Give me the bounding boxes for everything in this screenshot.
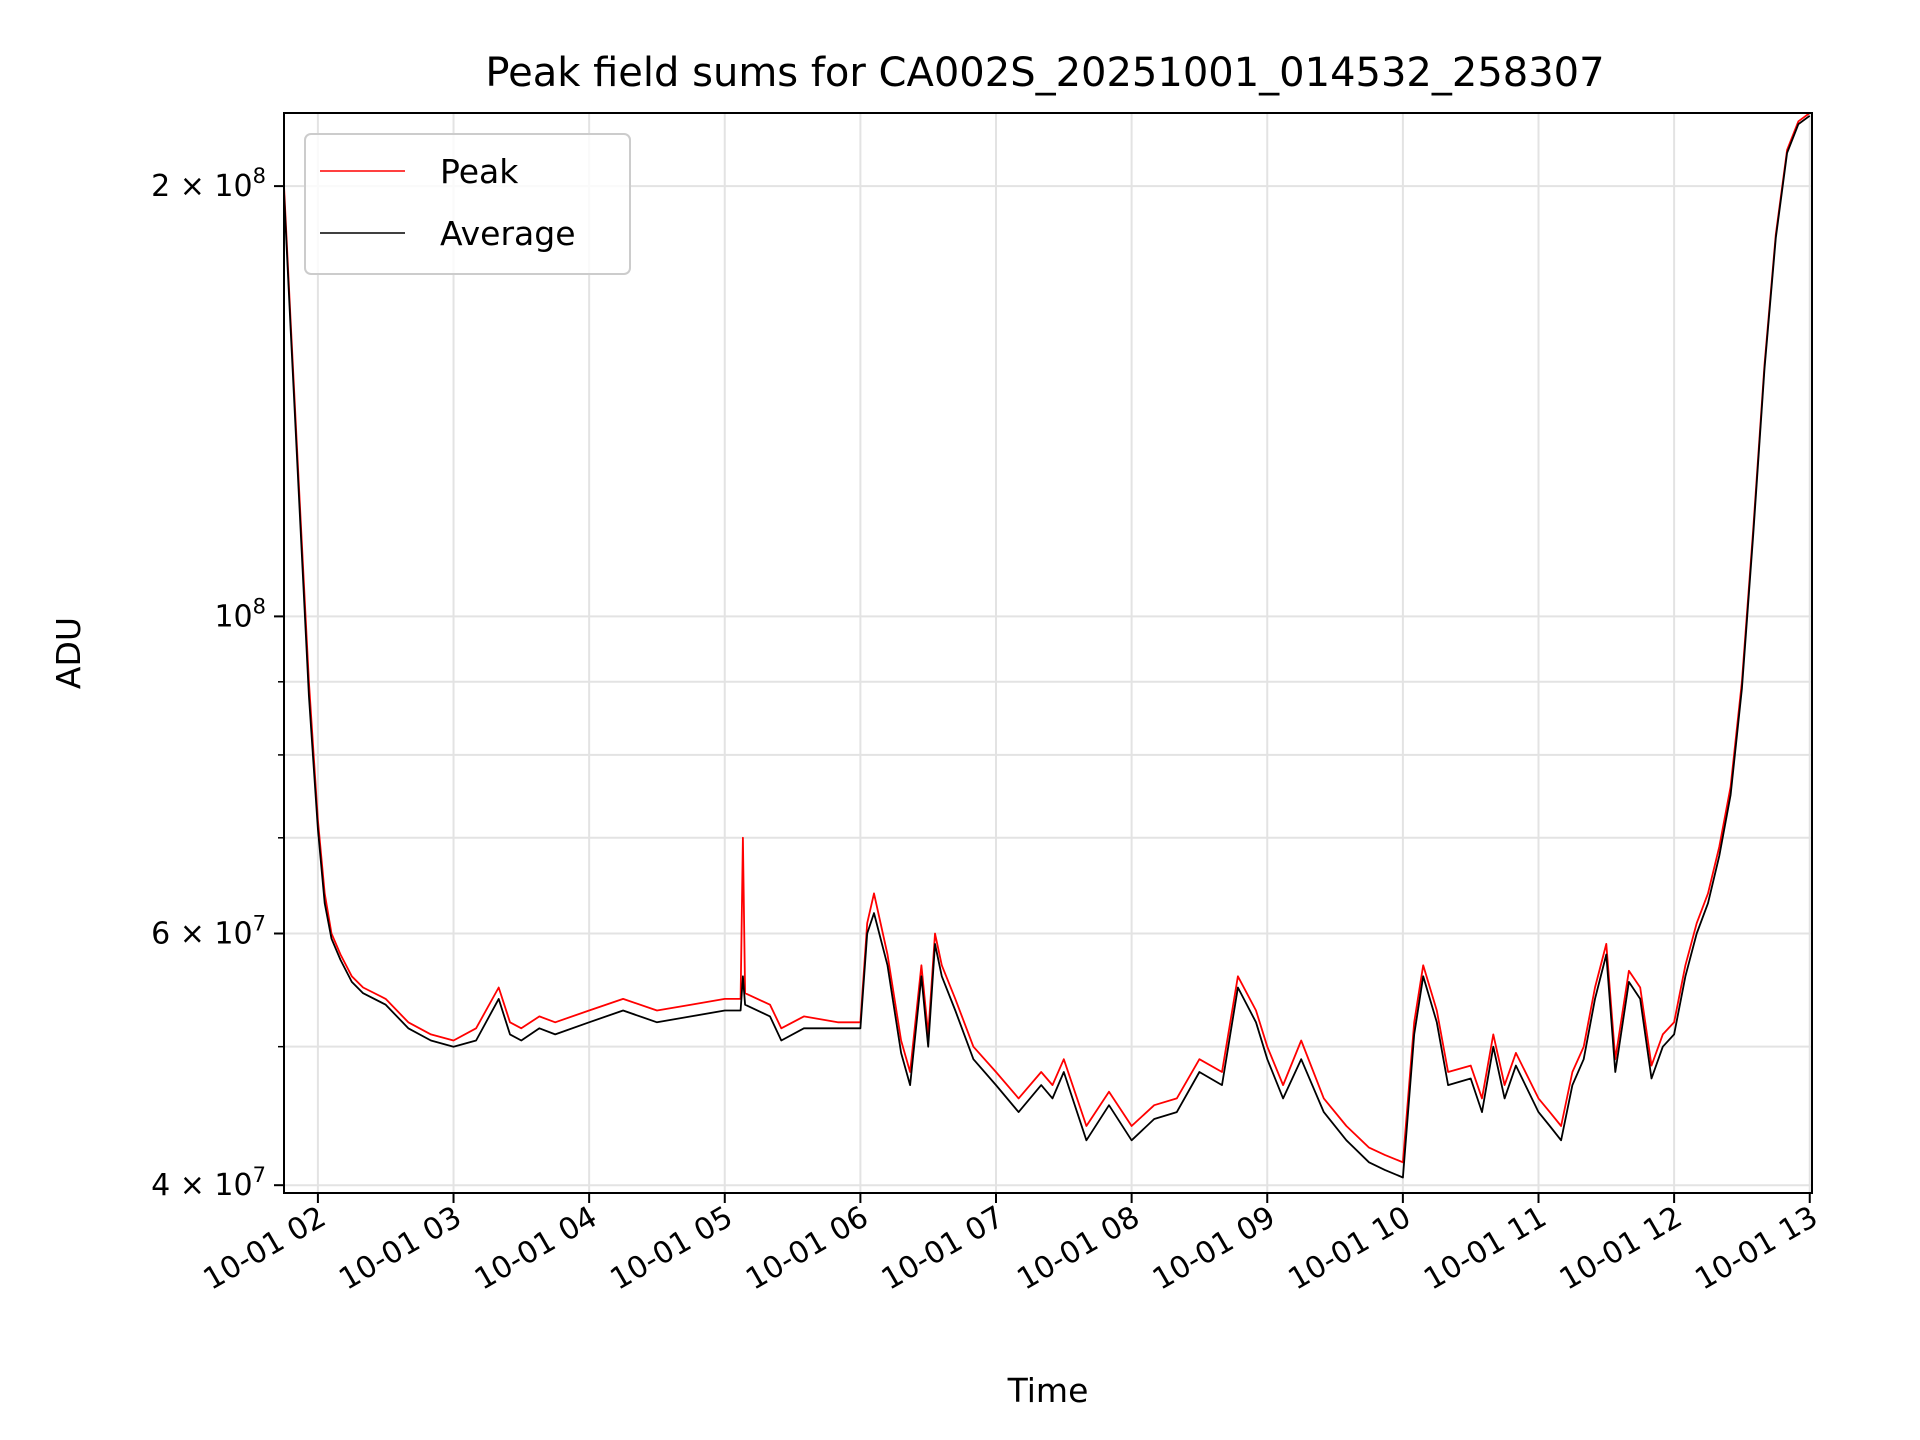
x-tick-label: 10-01 04 <box>469 1200 603 1298</box>
x-tick-label: 10-01 11 <box>1418 1200 1552 1298</box>
y-tick-label: 2 × 108 <box>151 164 266 204</box>
x-tick-label: 10-01 10 <box>1283 1200 1417 1298</box>
series-line-peak <box>284 113 1811 1164</box>
x-tick-label: 10-01 07 <box>876 1200 1010 1298</box>
x-tick-label: 10-01 03 <box>333 1200 467 1298</box>
chart-title: Peak field sums for CA002S_20251001_0145… <box>485 50 1604 96</box>
x-tick-label: 10-01 05 <box>604 1200 738 1298</box>
series-line-average <box>284 115 1811 1179</box>
x-tick-label: 10-01 09 <box>1147 1200 1281 1298</box>
legend-label-peak: Peak <box>440 152 519 191</box>
x-tick-label: 10-01 06 <box>740 1200 874 1298</box>
legend-box <box>304 133 631 275</box>
x-axis: 10-01 02 10-01 03 10-01 04 10-01 05 10-01 06… <box>198 1193 1824 1297</box>
x-tick-label: 10-01 12 <box>1554 1200 1688 1298</box>
legend-label-average: Average <box>440 214 576 253</box>
y-tick-label: 6 × 107 <box>151 911 266 951</box>
x-tick-label: 10-01 08 <box>1011 1200 1145 1298</box>
y-axis: 4 × 107 6 × 107 108 2 × 108 <box>151 164 284 1203</box>
x-tick-label: 10-01 02 <box>198 1200 332 1298</box>
plot-frame <box>283 112 1813 1194</box>
grid <box>284 113 1812 1193</box>
y-tick-label: 4 × 107 <box>151 1163 266 1203</box>
x-tick-label: 10-01 13 <box>1689 1200 1823 1298</box>
x-axis-title: Time <box>1007 1371 1089 1410</box>
y-tick-label: 108 <box>214 594 266 634</box>
legend: Peak Average <box>304 133 631 275</box>
series-group <box>284 113 1811 1179</box>
y-axis-title: ADU <box>49 617 88 689</box>
